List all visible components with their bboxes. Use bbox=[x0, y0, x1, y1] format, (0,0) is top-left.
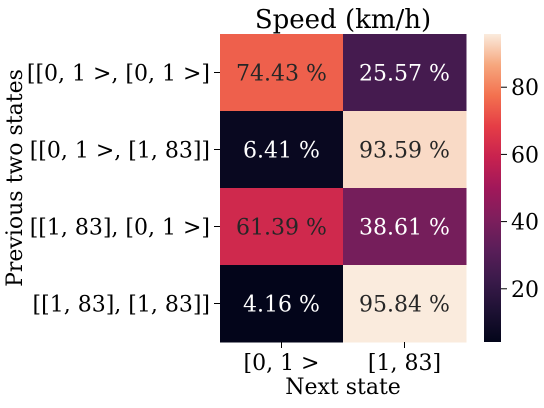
chart-title: Speed (km/h) bbox=[255, 5, 431, 35]
colorbar-tick-label: 80 bbox=[511, 76, 539, 101]
y-tick-label: [[0, 1 >, [1, 83]] bbox=[30, 139, 210, 164]
y-tick-labels: [[0, 1 >, [0, 1 >] [[0, 1 >, [1, 83]] [[1,… bbox=[27, 62, 210, 318]
cell-value-label: 74.43 % bbox=[236, 62, 327, 87]
y-axis-label: Previous two states bbox=[3, 69, 28, 287]
cell-value-label: 4.16 % bbox=[243, 293, 320, 318]
colorbar-tick-label: 40 bbox=[511, 211, 539, 236]
x-axis-label: Next state bbox=[285, 375, 401, 400]
y-tick-label: [[1, 83], [1, 83]] bbox=[33, 293, 210, 318]
y-tick-label: [[0, 1 >, [0, 1 >] bbox=[27, 62, 210, 87]
colorbar-tick-label: 20 bbox=[511, 278, 539, 303]
colorbar bbox=[484, 34, 501, 342]
x-tick-labels: [0, 1 > [1, 83] bbox=[244, 351, 442, 376]
x-tick-label: [0, 1 > bbox=[244, 351, 320, 376]
x-tick-label: [1, 83] bbox=[368, 351, 441, 376]
colorbar-tick-label: 60 bbox=[511, 143, 539, 168]
cell-value-label: 25.57 % bbox=[359, 62, 450, 87]
cell-value-label: 61.39 % bbox=[236, 216, 327, 241]
y-tick-label: [[1, 83], [0, 1 >] bbox=[30, 216, 210, 241]
cell-value-label: 95.84 % bbox=[359, 293, 450, 318]
cell-value-label: 93.59 % bbox=[359, 139, 450, 164]
cell-value-label: 6.41 % bbox=[243, 139, 320, 164]
cell-value-label: 38.61 % bbox=[359, 216, 450, 241]
colorbar-ticks: 20 40 60 80 bbox=[501, 76, 539, 303]
